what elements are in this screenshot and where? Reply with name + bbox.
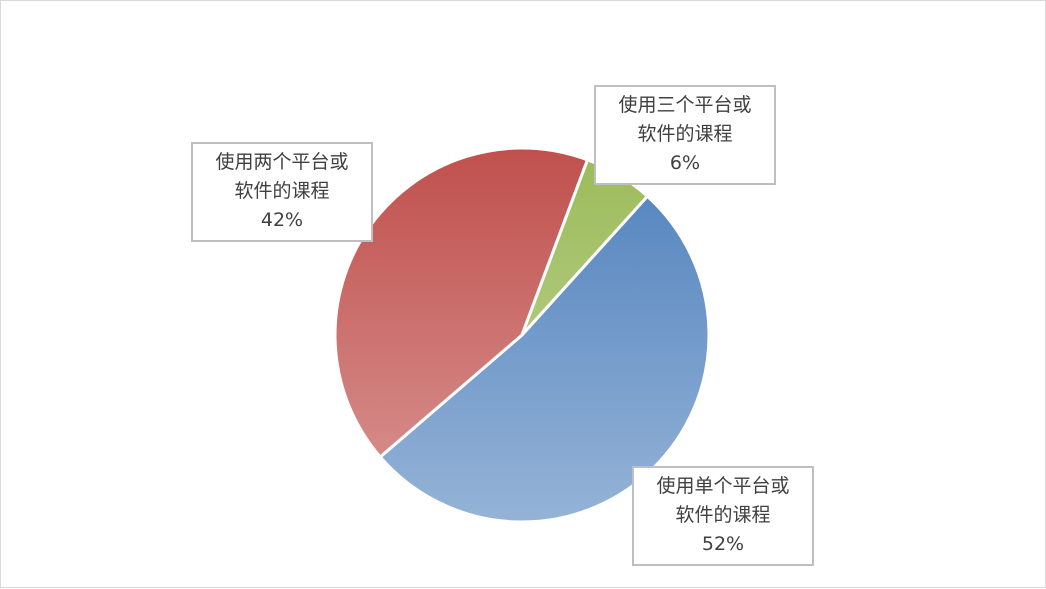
label-percent: 6% [669, 152, 701, 174]
label-line2: 软件的课程 [675, 504, 771, 526]
label-line1: 使用三个平台或 [618, 94, 752, 116]
label-percent: 52% [701, 533, 745, 555]
label-line1: 使用两个平台或 [215, 151, 349, 173]
label-line1: 使用单个平台或 [656, 475, 790, 497]
label-line2: 软件的课程 [234, 180, 330, 202]
label-line2: 软件的课程 [637, 123, 733, 145]
data-label-single-platform: 使用单个平台或 软件的课程 52% [632, 466, 814, 566]
data-label-two-platforms: 使用两个平台或 软件的课程 42% [191, 142, 373, 242]
label-percent: 42% [260, 209, 304, 231]
data-label-three-platforms: 使用三个平台或 软件的课程 6% [594, 85, 776, 185]
